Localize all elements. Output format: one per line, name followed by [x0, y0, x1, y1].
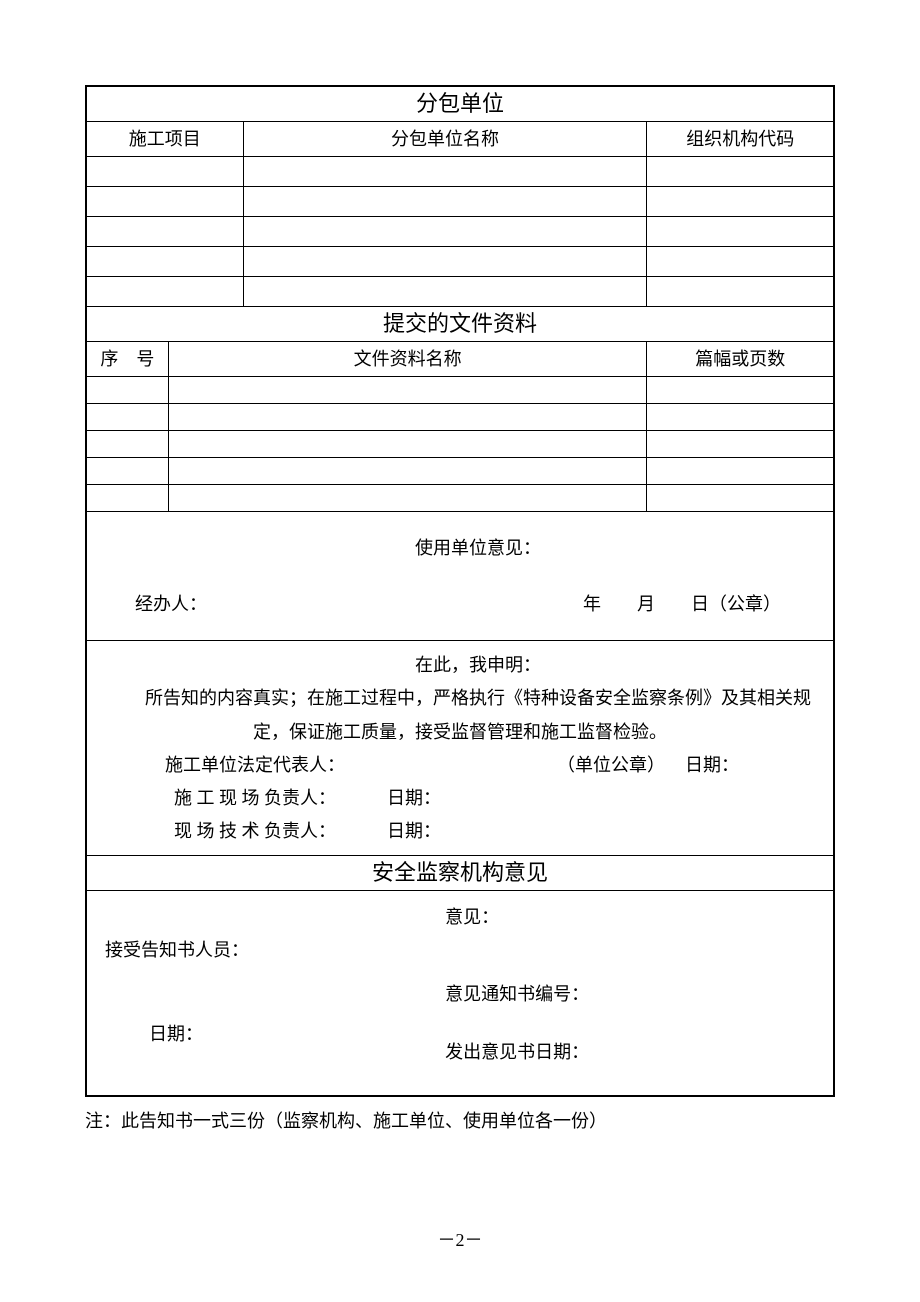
subcontractor-row [86, 187, 834, 217]
documents-row [86, 485, 834, 512]
declaration-row: 在此，我申明： 所告知的内容真实；在施工过程中，严格执行《特种设备安全监察条例》… [86, 641, 834, 856]
declaration-intro: 在此，我申明： [87, 649, 833, 682]
site-manager-label: 施 工 现 场 负责人： [87, 782, 387, 815]
cell-seq[interactable] [86, 377, 168, 404]
handler-label: 经办人： [99, 586, 207, 622]
subcontractor-section-header: 分包单位 [86, 86, 834, 122]
cell-doc-name[interactable] [168, 377, 647, 404]
cell-org-code[interactable] [647, 187, 834, 217]
declaration-body-2: 定，保证施工质量，接受监督管理和施工监督检验。 [87, 716, 833, 749]
documents-title: 提交的文件资料 [86, 307, 834, 342]
receiver-label: 接受告知书人员： [105, 929, 445, 973]
cell-doc-name[interactable] [168, 404, 647, 431]
declaration-body-1: 所告知的内容真实；在施工过程中，严格执行《特种设备安全监察条例》及其相关规 [87, 682, 833, 715]
user-opinion-block: 使用单位意见： 经办人： 年 月 日（公章） [87, 512, 833, 640]
documents-row [86, 431, 834, 458]
col-sub-name: 分包单位名称 [243, 122, 647, 157]
declaration-block: 在此，我申明： 所告知的内容真实；在施工过程中，严格执行《特种设备安全监察条例》… [87, 641, 833, 855]
documents-row [86, 404, 834, 431]
tech-manager-label: 现 场 技 术 负责人： [87, 815, 387, 848]
cell-sub-name[interactable] [243, 187, 647, 217]
subcontractor-row [86, 277, 834, 307]
cell-pages[interactable] [647, 485, 834, 512]
page-number: －2－ [0, 1226, 920, 1252]
issue-date-label: 发出意见书日期： [445, 1031, 833, 1075]
tech-manager-date-label: 日期： [387, 815, 441, 848]
cell-doc-name[interactable] [168, 485, 647, 512]
opinion-label: 意见： [445, 899, 833, 937]
cell-org-code[interactable] [647, 277, 834, 307]
cell-sub-name[interactable] [243, 217, 647, 247]
cell-project[interactable] [86, 277, 243, 307]
cell-seq[interactable] [86, 485, 168, 512]
cell-project[interactable] [86, 247, 243, 277]
cell-seq[interactable] [86, 431, 168, 458]
subcontractor-row [86, 157, 834, 187]
legal-rep-date-label: 日期： [685, 749, 739, 782]
documents-section-header: 提交的文件资料 [86, 307, 834, 342]
user-opinion-row: 使用单位意见： 经办人： 年 月 日（公章） [86, 512, 834, 641]
footnote: 注：此告知书一式三份（监察机构、施工单位、使用单位各一份） [85, 1107, 835, 1136]
cell-seq[interactable] [86, 458, 168, 485]
col-pages: 篇幅或页数 [647, 342, 834, 377]
cell-pages[interactable] [647, 458, 834, 485]
form-table: 分包单位 施工项目 分包单位名称 组织机构代码 [85, 85, 835, 1097]
documents-row [86, 377, 834, 404]
supervision-section-header: 安全监察机构意见 [86, 855, 834, 890]
date-stamp: 年 月 日（公章） [583, 586, 821, 622]
cell-project[interactable] [86, 187, 243, 217]
cell-pages[interactable] [647, 431, 834, 458]
documents-col-header: 序 号 文件资料名称 篇幅或页数 [86, 342, 834, 377]
legal-rep-stamp: （单位公章） [557, 749, 665, 782]
cell-doc-name[interactable] [168, 431, 647, 458]
cell-org-code[interactable] [647, 247, 834, 277]
cell-pages[interactable] [647, 404, 834, 431]
user-opinion-label: 使用单位意见： [99, 530, 821, 566]
col-project: 施工项目 [86, 122, 243, 157]
supervision-title: 安全监察机构意见 [86, 855, 834, 890]
notice-no-label: 意见通知书编号： [445, 973, 833, 1017]
subcontractor-row [86, 247, 834, 277]
cell-org-code[interactable] [647, 217, 834, 247]
cell-project[interactable] [86, 217, 243, 247]
site-manager-date-label: 日期： [387, 782, 441, 815]
cell-doc-name[interactable] [168, 458, 647, 485]
supervision-body-row: 接受告知书人员： 日期： 意见： 意见通知书编号： 发出意见书日期： [86, 890, 834, 1096]
supervision-block: 接受告知书人员： 日期： 意见： 意见通知书编号： 发出意见书日期： [87, 891, 833, 1095]
cell-sub-name[interactable] [243, 247, 647, 277]
col-org-code: 组织机构代码 [647, 122, 834, 157]
cell-pages[interactable] [647, 377, 834, 404]
cell-seq[interactable] [86, 404, 168, 431]
subcontractor-row [86, 217, 834, 247]
cell-sub-name[interactable] [243, 277, 647, 307]
subcontractor-title: 分包单位 [86, 86, 834, 122]
cell-sub-name[interactable] [243, 157, 647, 187]
cell-project[interactable] [86, 157, 243, 187]
cell-org-code[interactable] [647, 157, 834, 187]
documents-row [86, 458, 834, 485]
col-seq: 序 号 [86, 342, 168, 377]
legal-rep-label: 施工单位法定代表人： [87, 749, 387, 782]
supervision-date-label: 日期： [105, 1013, 445, 1057]
col-doc-name: 文件资料名称 [168, 342, 647, 377]
subcontractor-col-header: 施工项目 分包单位名称 组织机构代码 [86, 122, 834, 157]
